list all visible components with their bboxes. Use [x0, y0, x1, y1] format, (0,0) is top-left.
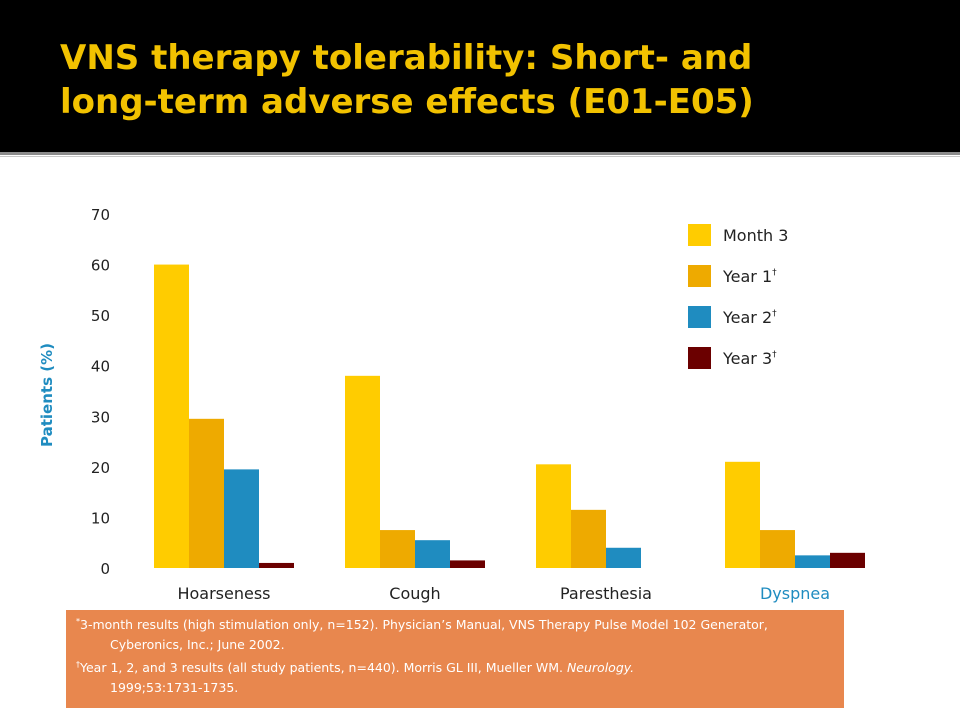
slide-header: VNS therapy tolerability: Short- and lon… [0, 0, 960, 152]
legend-swatch [688, 265, 711, 287]
legend-swatch [688, 347, 711, 369]
bar-paresthesia-year-1 [571, 509, 606, 568]
footnote-2-journal: Neurology. [566, 660, 635, 676]
footnote-2-marker: † [76, 660, 80, 670]
bar-dyspnea-year-3 [830, 552, 865, 568]
bar-paresthesia-month-3 [536, 464, 571, 568]
y-axis-label-group: Patients (%) [38, 343, 56, 447]
footnote-2-citation: 1999;53:1731-1735. [110, 680, 239, 696]
y-tick-label: 50 [91, 307, 110, 325]
bars [154, 264, 865, 568]
bar-dyspnea-month-3 [725, 461, 760, 568]
y-tick-label: 70 [91, 206, 110, 224]
legend-swatch [688, 306, 711, 328]
footnote-box: *3-month results (high stimulation only,… [66, 610, 844, 708]
bar-hoarseness-year-2 [224, 469, 259, 568]
y-tick-label: 10 [91, 509, 110, 527]
bar-cough-month-3 [345, 375, 380, 568]
bar-cough-year-3 [450, 560, 485, 568]
bar-cough-year-1 [380, 530, 415, 568]
bar-dyspnea-year-1 [760, 530, 795, 568]
category-label: Hoarseness [177, 584, 270, 603]
divider-rule-light [0, 156, 960, 157]
legend-label: Month 3 [723, 226, 788, 245]
category-label: Cough [389, 584, 440, 603]
legend: Month 3 Year 1† Year 2† Year 3† [688, 224, 788, 369]
footnote-2-text: Year 1, 2, and 3 results (all study pati… [80, 660, 563, 676]
category-label: Dyspnea [760, 584, 830, 603]
bar-hoarseness-year-3 [259, 562, 294, 568]
y-tick-label: 0 [100, 560, 110, 578]
legend-swatch [688, 224, 711, 246]
title-line-1: VNS therapy tolerability: Short- and [60, 38, 753, 78]
title-line-2: long-term adverse effects (E01-E05) [60, 82, 754, 122]
y-tick-label: 20 [91, 459, 110, 477]
y-axis-ticks: 0 10 20 30 40 50 60 70 [91, 206, 110, 578]
footnote-2: †Year 1, 2, and 3 results (all study pat… [76, 655, 834, 698]
y-tick-label: 30 [91, 408, 110, 426]
legend-label: Year 3† [722, 349, 777, 368]
divider-rule [0, 152, 960, 155]
legend-label: Year 2† [722, 308, 777, 327]
bar-hoarseness-year-1 [189, 418, 224, 568]
bar-chart: Patients (%) 0 10 20 30 40 50 60 70 Hoarseness C… [38, 206, 865, 603]
y-axis-label: Patients (%) [38, 343, 56, 447]
bar-dyspnea-year-2 [795, 555, 830, 568]
bar-cough-year-2 [415, 540, 450, 568]
footnote-1: *3-month results (high stimulation only,… [76, 612, 834, 655]
legend-label: Year 1† [722, 267, 777, 286]
footnote-1-text: 3-month results (high stimulation only, … [80, 617, 768, 653]
y-tick-label: 40 [91, 358, 110, 376]
bar-hoarseness-month-3 [154, 264, 189, 568]
bar-paresthesia-year-2 [606, 547, 641, 568]
x-axis-categories: Hoarseness Cough Paresthesia Dyspnea [177, 584, 830, 603]
category-label: Paresthesia [560, 584, 652, 603]
slide-title: VNS therapy tolerability: Short- and lon… [60, 36, 920, 124]
footnote-1-marker: * [76, 617, 80, 626]
y-tick-label: 60 [91, 257, 110, 275]
